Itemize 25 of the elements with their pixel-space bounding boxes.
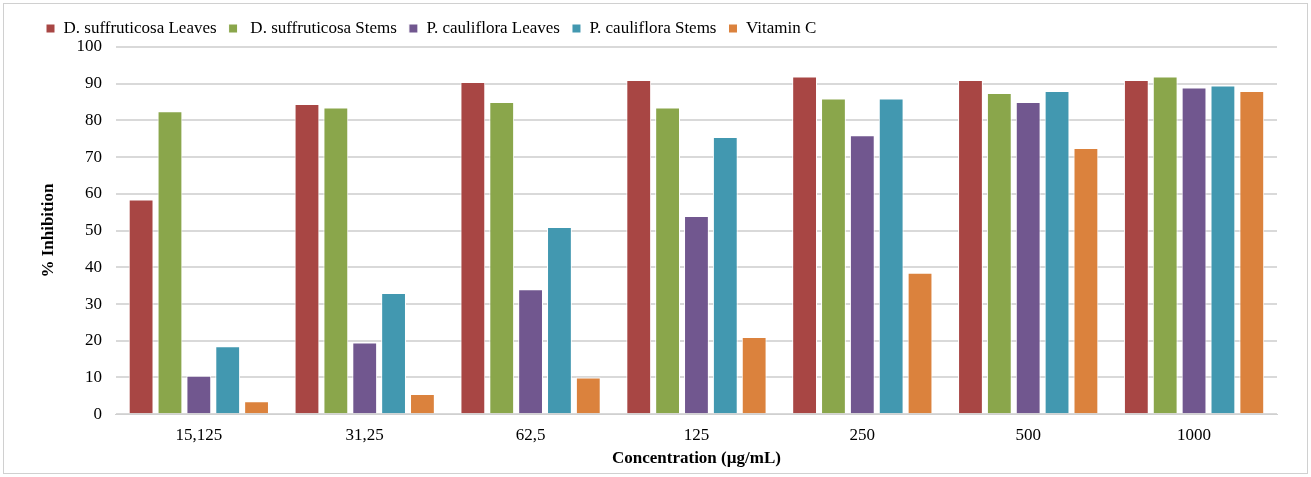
y-tick-label: 60 xyxy=(84,183,102,203)
x-tick-label: 250 xyxy=(849,424,876,444)
x-tick-label: 1000 xyxy=(1177,424,1212,444)
y-tick-label: 80 xyxy=(84,109,102,129)
y-tick-label: 70 xyxy=(84,146,102,166)
x-tick-label: 125 xyxy=(683,424,710,444)
legend-label: Vitamin C xyxy=(745,17,817,37)
y-tick-label: 100 xyxy=(76,36,102,56)
x-tick-label: 31,25 xyxy=(345,424,384,444)
x-tick-label: 62,5 xyxy=(515,424,546,444)
legend-label: P. cauliflora Stems xyxy=(589,17,717,37)
legend-label: P. cauliflora Leaves xyxy=(426,17,560,37)
x-tick-label: 15,125 xyxy=(175,424,223,444)
y-tick-label: 40 xyxy=(84,256,102,276)
y-tick-label: 0 xyxy=(93,403,102,423)
y-axis-title: % Inhibition xyxy=(37,183,57,278)
x-axis-title: Concentration (µg/mL) xyxy=(611,448,781,468)
y-tick-label: 20 xyxy=(84,330,102,350)
y-tick-label: 10 xyxy=(84,366,102,386)
x-tick-label: 500 xyxy=(1015,424,1041,444)
legend-label: D. suffruticosa Stems xyxy=(246,17,397,37)
y-tick-label: 50 xyxy=(84,220,102,240)
legend-label: D. suffruticosa Leaves xyxy=(63,17,217,37)
y-tick-label: 90 xyxy=(84,73,102,93)
y-tick-label: 30 xyxy=(84,293,102,313)
